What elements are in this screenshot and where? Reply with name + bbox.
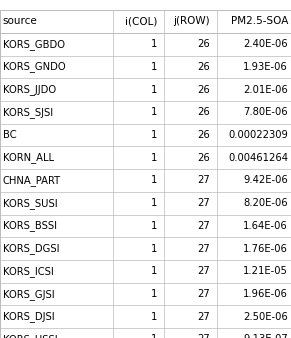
Text: CHNA_PART: CHNA_PART: [3, 175, 61, 186]
Text: 2.50E-06: 2.50E-06: [243, 312, 288, 322]
Text: 1.21E-05: 1.21E-05: [243, 266, 288, 276]
Text: KORS_ICSI: KORS_ICSI: [3, 266, 54, 277]
Text: KORS_SJSI: KORS_SJSI: [3, 107, 53, 118]
Text: 1: 1: [151, 107, 157, 117]
Text: KORS_JJDO: KORS_JJDO: [3, 84, 56, 95]
Text: 7.80E-06: 7.80E-06: [244, 107, 288, 117]
Text: 27: 27: [197, 335, 210, 338]
Text: KORS_USSI: KORS_USSI: [3, 334, 58, 338]
Text: 27: 27: [197, 289, 210, 299]
Text: 1: 1: [151, 153, 157, 163]
Text: KORS_BSSI: KORS_BSSI: [3, 220, 57, 232]
Text: 27: 27: [197, 198, 210, 208]
Text: KORS_DJSI: KORS_DJSI: [3, 311, 54, 322]
Text: 9.13E-07: 9.13E-07: [243, 335, 288, 338]
Text: 1: 1: [151, 289, 157, 299]
Text: KORS_GJSI: KORS_GJSI: [3, 289, 54, 299]
Text: KORS_DGSI: KORS_DGSI: [3, 243, 59, 254]
Text: 1: 1: [151, 221, 157, 231]
Text: BC: BC: [3, 130, 17, 140]
Text: 26: 26: [197, 84, 210, 95]
Text: KORS_SUSI: KORS_SUSI: [3, 198, 58, 209]
Text: i(COL): i(COL): [125, 17, 157, 26]
Text: 26: 26: [197, 39, 210, 49]
Text: 1: 1: [151, 335, 157, 338]
Text: 27: 27: [197, 221, 210, 231]
Text: PM2.5-SOA: PM2.5-SOA: [231, 17, 288, 26]
Text: 1: 1: [151, 266, 157, 276]
Text: j(ROW): j(ROW): [173, 17, 210, 26]
Text: 1: 1: [151, 244, 157, 254]
Text: 26: 26: [197, 62, 210, 72]
Text: 1: 1: [151, 84, 157, 95]
Text: KORN_ALL: KORN_ALL: [3, 152, 54, 163]
Text: 1: 1: [151, 175, 157, 186]
Text: source: source: [3, 17, 38, 26]
Text: 2.01E-06: 2.01E-06: [243, 84, 288, 95]
Text: 1.76E-06: 1.76E-06: [243, 244, 288, 254]
Text: 0.00022309: 0.00022309: [228, 130, 288, 140]
Text: 1.93E-06: 1.93E-06: [243, 62, 288, 72]
Text: 27: 27: [197, 266, 210, 276]
Text: 26: 26: [197, 107, 210, 117]
Text: 26: 26: [197, 130, 210, 140]
Text: 27: 27: [197, 175, 210, 186]
Text: 8.20E-06: 8.20E-06: [244, 198, 288, 208]
Text: 9.42E-06: 9.42E-06: [243, 175, 288, 186]
Text: 27: 27: [197, 244, 210, 254]
Text: 1: 1: [151, 39, 157, 49]
Text: 1: 1: [151, 198, 157, 208]
Text: 1.64E-06: 1.64E-06: [243, 221, 288, 231]
Text: 1: 1: [151, 62, 157, 72]
Text: KORS_GBDO: KORS_GBDO: [3, 39, 65, 50]
Text: 2.40E-06: 2.40E-06: [244, 39, 288, 49]
Text: 26: 26: [197, 153, 210, 163]
Text: KORS_GNDO: KORS_GNDO: [3, 62, 65, 72]
Text: 27: 27: [197, 312, 210, 322]
Text: 1: 1: [151, 130, 157, 140]
Text: 1: 1: [151, 312, 157, 322]
Text: 0.00461264: 0.00461264: [228, 153, 288, 163]
Text: 1.96E-06: 1.96E-06: [243, 289, 288, 299]
